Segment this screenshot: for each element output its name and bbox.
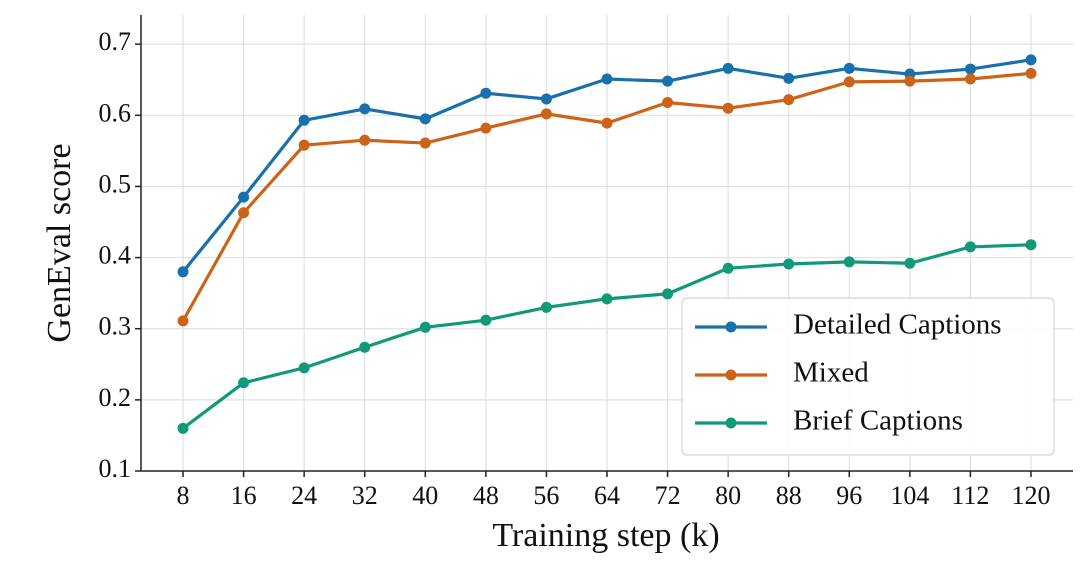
x-tick-label: 24 xyxy=(291,481,317,510)
data-point xyxy=(722,62,734,74)
legend: Detailed Captions Mixed Brief Captions xyxy=(681,297,1055,456)
data-point xyxy=(419,113,431,125)
y-tick-label: 0.3 xyxy=(99,312,132,341)
x-tick-label: 112 xyxy=(951,481,989,510)
legend-label: Detailed Captions xyxy=(793,309,1002,341)
data-point xyxy=(964,73,976,85)
data-point xyxy=(783,72,795,84)
data-point xyxy=(419,137,431,149)
data-point xyxy=(298,139,310,151)
legend-marker xyxy=(725,417,737,429)
data-point xyxy=(722,102,734,114)
x-tick-label: 64 xyxy=(594,481,620,510)
data-point xyxy=(177,315,189,327)
x-tick-label: 56 xyxy=(533,481,559,510)
data-point xyxy=(964,241,976,253)
data-point xyxy=(177,266,189,278)
data-point xyxy=(177,422,189,434)
data-point xyxy=(419,321,431,333)
x-tick-label: 16 xyxy=(231,481,257,510)
data-point xyxy=(238,191,250,203)
data-point xyxy=(662,97,674,109)
data-point xyxy=(601,293,613,305)
data-point xyxy=(601,117,613,129)
data-point xyxy=(964,63,976,75)
data-point xyxy=(540,108,552,120)
x-tick-label: 32 xyxy=(352,481,378,510)
data-point xyxy=(298,114,310,126)
data-point xyxy=(359,134,371,146)
x-tick-label: 8 xyxy=(177,481,190,510)
data-point xyxy=(904,257,916,269)
x-tick-label: 48 xyxy=(473,481,499,510)
data-point xyxy=(359,341,371,353)
x-tick-label: 88 xyxy=(776,481,802,510)
data-point xyxy=(662,75,674,87)
y-tick-label: 0.6 xyxy=(99,98,132,127)
y-tick-label: 0.1 xyxy=(99,454,132,483)
x-tick-label: 96 xyxy=(836,481,862,510)
data-point xyxy=(601,73,613,85)
x-tick-label: 72 xyxy=(655,481,681,510)
data-point xyxy=(359,103,371,115)
data-point xyxy=(843,62,855,74)
x-tick-label: 40 xyxy=(412,481,438,510)
data-point xyxy=(540,301,552,313)
data-point xyxy=(238,207,250,219)
data-point xyxy=(1025,54,1037,66)
data-point xyxy=(298,362,310,374)
y-tick-label: 0.5 xyxy=(99,169,132,198)
data-point xyxy=(722,262,734,274)
data-point xyxy=(480,314,492,326)
data-point xyxy=(1025,239,1037,251)
data-point xyxy=(480,122,492,134)
legend-box xyxy=(681,297,1055,456)
x-axis-label: Training step (k) xyxy=(492,517,719,554)
x-tick-label: 80 xyxy=(715,481,741,510)
legend-label: Brief Captions xyxy=(793,405,963,437)
data-point xyxy=(783,94,795,106)
y-tick-label: 0.2 xyxy=(99,383,132,412)
data-point xyxy=(843,256,855,268)
legend-marker xyxy=(725,369,737,381)
y-tick-label: 0.4 xyxy=(99,241,132,270)
legend-label: Mixed xyxy=(793,357,869,389)
x-tick-label: 120 xyxy=(1011,481,1050,510)
data-point xyxy=(540,93,552,105)
data-point xyxy=(238,377,250,389)
y-axis-label: GenEval score xyxy=(41,143,78,342)
data-point xyxy=(783,258,795,270)
legend-marker xyxy=(725,321,737,333)
data-point xyxy=(904,75,916,87)
x-tick-label: 104 xyxy=(890,481,929,510)
data-point xyxy=(1025,67,1037,79)
data-point xyxy=(843,76,855,88)
data-point xyxy=(662,288,674,300)
data-point xyxy=(480,87,492,99)
y-tick-label: 0.7 xyxy=(99,27,132,56)
